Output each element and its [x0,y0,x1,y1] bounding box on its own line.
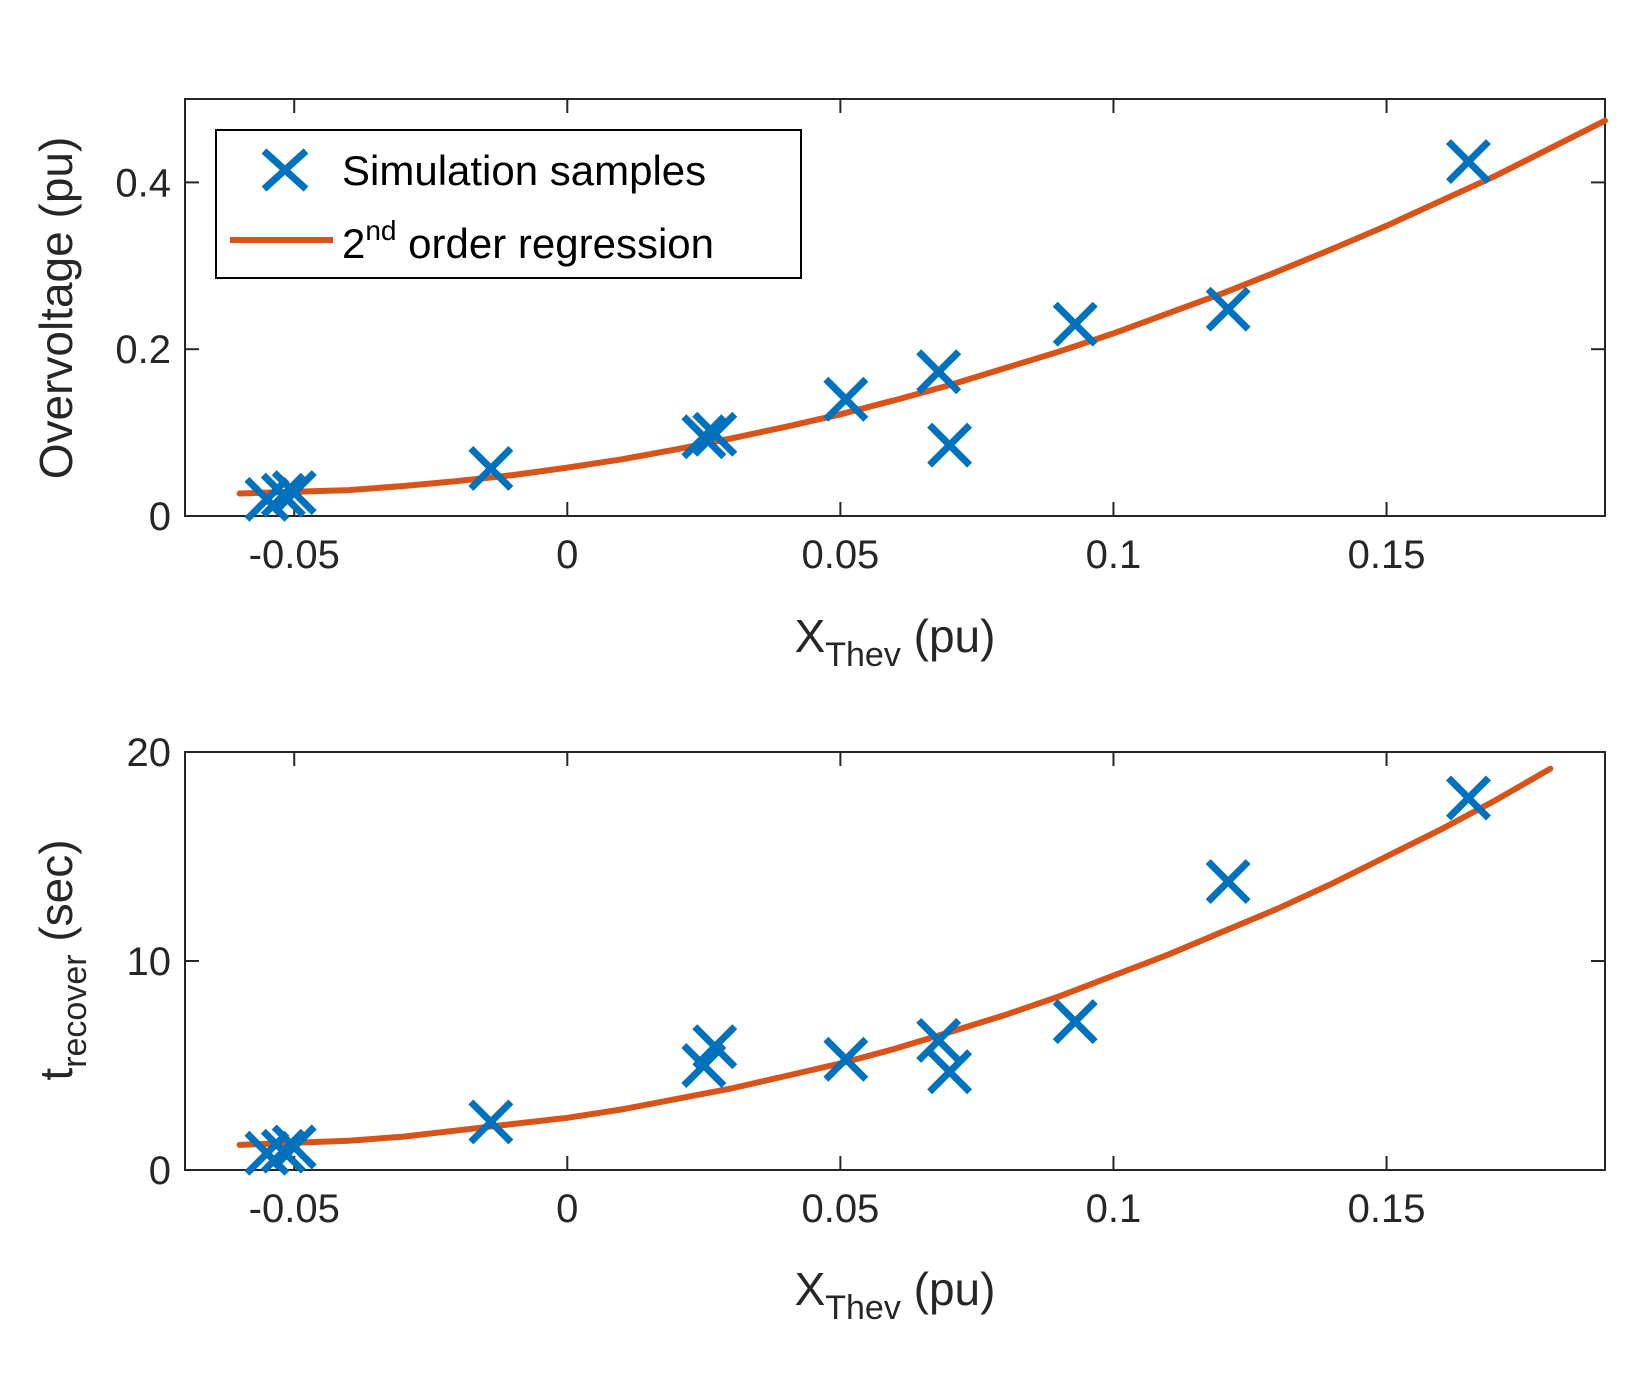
recovery-sample-point [260,1128,306,1174]
recovery-sample-point [823,1036,869,1082]
recovery-xtick-label: 0.15 [1348,1187,1426,1231]
overvoltage-sample-markers [244,139,1491,522]
legend-entry-samples: Simulation samples [342,147,706,194]
recovery-sample-point [916,1017,962,1063]
overvoltage-sample-point [692,411,738,457]
overvoltage-ytick-label: 0.4 [115,161,171,205]
recovery-ylabel: trecover (sec) [30,839,94,1080]
recovery-sample-point [692,1024,738,1070]
overvoltage-axes-box [184,98,1606,517]
overvoltage-xlabel: XThev (pu) [795,610,996,674]
recovery-ticks: -0.05 0 0.05 0.1 0.15 0 10 20 [127,731,1605,1231]
overvoltage-sample-point [1052,301,1098,347]
legend-entry-regression: 2nd order regression [342,215,714,267]
overvoltage-xtick-label: 0 [556,533,578,577]
overvoltage-sample-point [260,472,306,518]
recovery-sample-point [1445,775,1491,821]
overvoltage-xtick-label: -0.05 [249,533,340,577]
recovery-ytick-label: 10 [127,940,172,984]
overvoltage-sample-point [823,376,869,422]
overvoltage-sample-point [271,470,317,516]
recovery-sample-point [1052,999,1098,1045]
overvoltage-xtick-label: 0.15 [1348,533,1426,577]
recovery-sample-point [244,1130,290,1176]
overvoltage-sample-point [1205,286,1251,332]
overvoltage-sample-point [244,476,290,522]
overvoltage-ytick-label: 0 [149,495,171,539]
recovery-xtick-label: 0.05 [801,1187,879,1231]
recovery-sample-point [1205,859,1251,905]
overvoltage-sample-point [916,349,962,395]
overvoltage-ticks: -0.05 0 0.05 0.1 0.15 0 0.2 0.4 [115,99,1605,577]
recovery-ytick-label: 20 [127,731,172,775]
recovery-xlabel: XThev (pu) [795,1263,996,1327]
recovery-sample-markers [244,775,1491,1176]
recovery-sample-point [927,1049,973,1095]
overvoltage-sample-point [1445,139,1491,185]
recovery-regression-curve [236,765,1554,1148]
recovery-xtick-label: 0.1 [1086,1187,1142,1231]
overvoltage-sample-point [681,414,727,460]
overvoltage-subplot: -0.05 0 0.05 0.1 0.15 0 0.2 0.4 XThev (pu) Over… [30,98,1608,674]
overvoltage-xtick-label: 0.05 [801,533,879,577]
overvoltage-ylabel: Overvoltage (pu) [30,137,82,480]
overvoltage-sample-point [927,422,973,468]
legend-box [215,129,802,279]
overvoltage-ytick-label: 0.2 [115,328,171,372]
recovery-ytick-label: 0 [149,1149,171,1193]
legend: Simulation samples 2nd order regression [215,129,802,279]
recovery-xtick-label: 0 [556,1187,578,1231]
recovery-sample-point [271,1124,317,1170]
legend-marker-icon [261,148,309,192]
recovery-regression-line [236,765,1554,1148]
recovery-sample-point [468,1099,514,1145]
overvoltage-sample-point [468,445,514,491]
recovery-axes-box [184,751,1606,1171]
overvoltage-xtick-label: 0.1 [1086,533,1142,577]
recovery-time-subplot: -0.05 0 0.05 0.1 0.15 0 10 20 XThev (pu) trecov… [30,731,1606,1327]
recovery-xtick-label: -0.05 [249,1187,340,1231]
